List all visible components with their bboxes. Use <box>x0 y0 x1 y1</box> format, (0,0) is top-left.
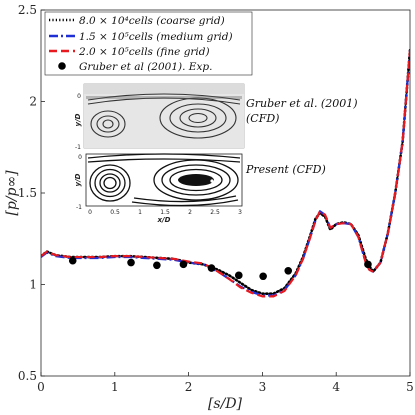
marker-layer <box>68 256 372 281</box>
experimental-data-point <box>207 264 216 272</box>
inset-label-gruber-cfd: (CFD) <box>246 112 279 125</box>
inset-x-ticks: 0 0.5 1 1.5 2 2.5 3 <box>88 209 242 216</box>
inset-label-gruber: Gruber et al. (2001) <box>246 97 358 110</box>
x-tick-label: 0 <box>37 380 45 394</box>
x-tick-label: 1 <box>111 380 119 394</box>
x-axis-title: [s/D] <box>208 396 243 412</box>
legend: 8.0 × 10⁴cells (coarse grid) 1.5 × 10⁵ce… <box>44 11 253 76</box>
experimental-data-point <box>179 260 188 269</box>
inset-y-tick-neg-top: -1 <box>75 144 81 151</box>
inset-y-tick-zero-top: 0 <box>77 93 81 100</box>
legend-label-exp: Gruber et al (2001). Exp. <box>79 61 212 73</box>
experimental-data-point <box>68 256 77 265</box>
y-tick-label: 1.5 <box>18 186 37 200</box>
inset-x-tick-label: 1.5 <box>160 209 170 216</box>
inset-label-present: Present (CFD) <box>245 163 326 176</box>
y-tick-label: 0.5 <box>18 369 37 383</box>
inset-y-label-bottom: y/D <box>74 173 82 186</box>
experimental-data-point <box>364 260 372 269</box>
experimental-data-point <box>259 272 267 281</box>
x-tick-label: 3 <box>259 380 267 394</box>
experimental-data-point <box>127 258 135 267</box>
legend-label-fine: 2.0 × 10⁵cells (fine grid) <box>78 46 210 58</box>
x-tick-label: 2 <box>185 380 193 394</box>
legend-marker-exp <box>58 62 66 70</box>
inset-x-tick-label: 0.5 <box>110 209 120 216</box>
y-tick-label: 2.5 <box>18 3 37 17</box>
experimental-data-point <box>153 261 161 270</box>
tick-layer: 0 1 2 3 4 5 0.5 1 1.5 2 2.5 <box>18 3 414 394</box>
inset-x-tick-label: 2.5 <box>210 209 220 216</box>
inset-x-label: x/D <box>157 216 171 224</box>
inset-x-tick-label: 2 <box>188 209 192 216</box>
inset-y-label-top: y/D <box>74 113 82 126</box>
legend-box <box>44 11 253 76</box>
legend-label-medium: 1.5 × 10⁵cells (medium grid) <box>79 31 233 43</box>
experimental-data-point <box>284 266 293 275</box>
present-cfd-streamline-image <box>85 153 243 207</box>
inset-x-tick-label: 1 <box>138 209 142 216</box>
y-tick-label: 2 <box>29 95 37 109</box>
inset-x-tick-label: 3 <box>238 209 242 216</box>
gruber-cfd-streamline-image <box>83 83 245 149</box>
inset-y-tick-zero-bottom: 0 <box>78 154 82 161</box>
inset-y-tick-neg-bottom: -1 <box>76 204 82 211</box>
inset-x-tick-label: 0 <box>88 209 92 216</box>
y-tick-label: 1 <box>29 278 37 292</box>
x-tick-label: 5 <box>406 380 414 394</box>
x-tick-label: 4 <box>332 380 340 394</box>
legend-label-coarse: 8.0 × 10⁴cells (coarse grid) <box>79 15 225 27</box>
y-axis-title: [p/p∞] <box>4 170 20 216</box>
streamline-inset: y/D 0 -1 y/D 0 -1 0 <box>74 83 358 224</box>
experimental-data-point <box>234 271 243 280</box>
